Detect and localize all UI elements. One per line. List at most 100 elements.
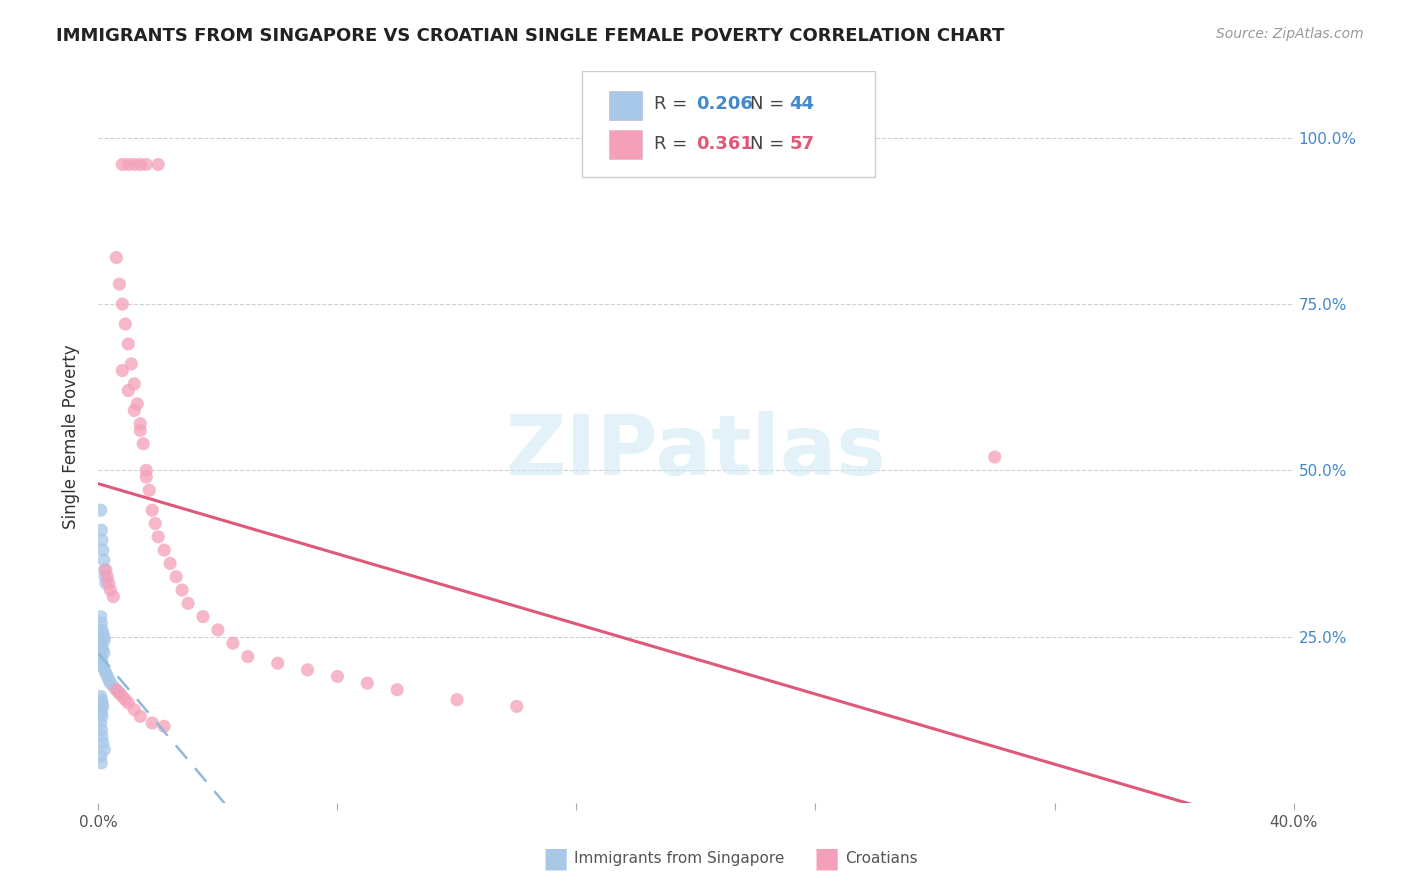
Point <box>297 663 319 677</box>
Point <box>165 570 187 584</box>
Point <box>222 636 245 650</box>
Point <box>90 609 112 624</box>
Point <box>90 649 112 664</box>
Point <box>91 643 114 657</box>
Point <box>135 463 157 477</box>
Point <box>267 656 290 670</box>
Point <box>129 424 152 438</box>
Point <box>103 590 125 604</box>
Point <box>91 659 114 673</box>
Point <box>90 692 112 706</box>
Text: 44: 44 <box>789 95 814 113</box>
Point <box>90 616 112 631</box>
Point <box>117 384 139 398</box>
Text: ■: ■ <box>814 844 839 872</box>
Point <box>94 666 117 681</box>
Point <box>138 483 160 498</box>
Point <box>141 503 163 517</box>
Text: IMMIGRANTS FROM SINGAPORE VS CROATIAN SINGLE FEMALE POVERTY CORRELATION CHART: IMMIGRANTS FROM SINGAPORE VS CROATIAN SI… <box>56 27 1005 45</box>
Point <box>90 523 112 537</box>
Point <box>141 716 163 731</box>
Bar <box>609 130 643 159</box>
Point <box>132 436 155 450</box>
Point <box>90 636 112 650</box>
Point <box>127 397 149 411</box>
Text: N =: N = <box>749 95 790 113</box>
Text: ZIPatlas: ZIPatlas <box>506 411 886 492</box>
Point <box>111 690 134 704</box>
Point <box>97 673 120 687</box>
Point <box>207 623 229 637</box>
Point <box>105 682 128 697</box>
Point <box>129 709 152 723</box>
Point <box>111 363 134 377</box>
Point <box>98 676 122 690</box>
Point <box>117 157 139 171</box>
Point <box>91 656 114 670</box>
Point <box>93 563 115 577</box>
Point <box>984 450 1007 464</box>
Point <box>120 357 142 371</box>
Point <box>90 703 112 717</box>
Point <box>129 157 152 171</box>
Point <box>506 699 529 714</box>
Text: Croatians: Croatians <box>845 851 918 865</box>
Point <box>91 699 114 714</box>
Text: R =: R = <box>654 95 693 113</box>
Point <box>91 626 114 640</box>
Bar <box>609 91 643 120</box>
Point <box>111 297 134 311</box>
Point <box>356 676 378 690</box>
Point <box>91 696 114 710</box>
Point <box>90 653 112 667</box>
Point <box>91 736 114 750</box>
Text: 57: 57 <box>789 135 814 153</box>
Point <box>91 533 114 548</box>
Point <box>97 576 120 591</box>
Text: 0.361: 0.361 <box>696 135 752 153</box>
Point <box>90 749 112 764</box>
Point <box>124 703 146 717</box>
Point <box>191 609 214 624</box>
Y-axis label: Single Female Poverty: Single Female Poverty <box>62 345 80 529</box>
Text: N =: N = <box>749 135 790 153</box>
Point <box>91 543 114 558</box>
Point <box>135 470 157 484</box>
Point <box>96 669 118 683</box>
Text: Source: ZipAtlas.com: Source: ZipAtlas.com <box>1216 27 1364 41</box>
Point <box>90 756 112 770</box>
Point <box>90 716 112 731</box>
Point <box>148 530 170 544</box>
Text: Immigrants from Singapore: Immigrants from Singapore <box>574 851 785 865</box>
Point <box>236 649 259 664</box>
Point <box>91 709 114 723</box>
Text: R =: R = <box>654 135 693 153</box>
Point <box>114 692 136 706</box>
Point <box>124 403 146 417</box>
Point <box>117 337 139 351</box>
Point <box>91 623 114 637</box>
Point <box>326 669 349 683</box>
Point <box>93 742 115 756</box>
Point <box>148 157 170 171</box>
Point <box>117 696 139 710</box>
Point <box>96 570 118 584</box>
FancyBboxPatch shape <box>582 71 875 178</box>
Point <box>93 663 115 677</box>
Point <box>90 690 112 704</box>
Point <box>111 157 134 171</box>
Point <box>91 640 114 654</box>
Point <box>124 376 146 391</box>
Point <box>114 317 136 331</box>
Point <box>93 632 115 647</box>
Point <box>90 503 112 517</box>
Point <box>153 543 176 558</box>
Point <box>105 251 128 265</box>
Point <box>94 576 117 591</box>
Point <box>108 277 131 292</box>
Point <box>172 582 194 597</box>
Text: ■: ■ <box>543 844 568 872</box>
Point <box>105 682 128 697</box>
Point <box>385 682 409 697</box>
Point <box>93 630 115 644</box>
